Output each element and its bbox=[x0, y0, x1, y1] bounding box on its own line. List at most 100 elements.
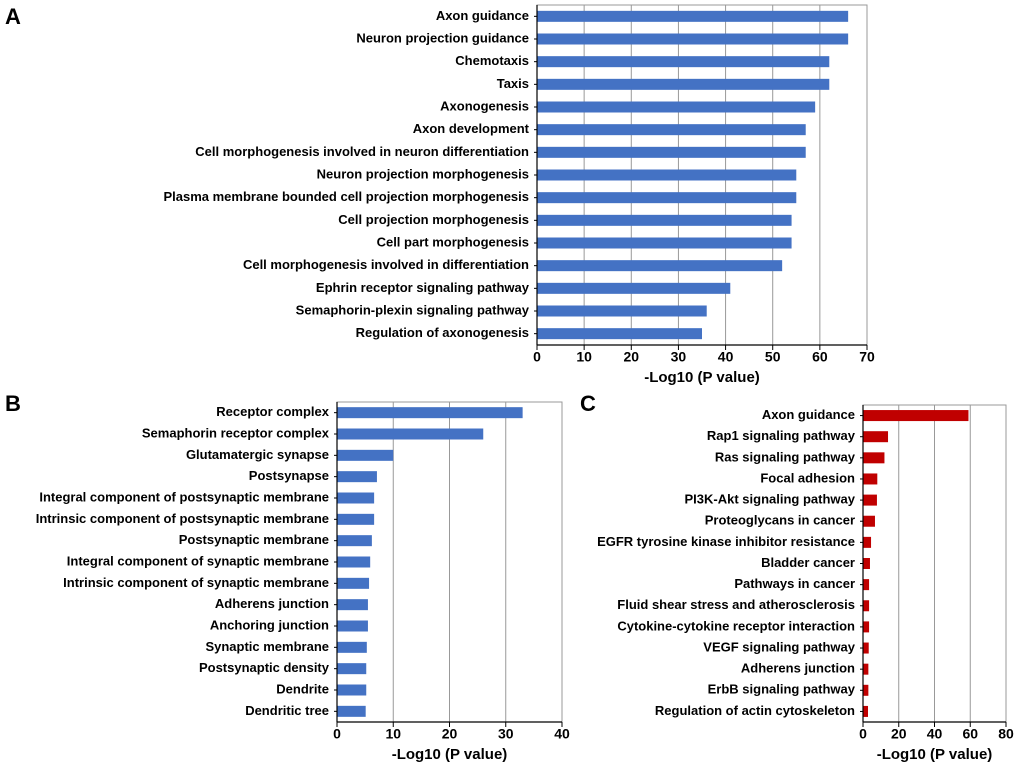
x-tick-label: 0 bbox=[859, 726, 867, 742]
category-label: Glutamatergic synapse bbox=[186, 447, 329, 462]
x-tick-label: 20 bbox=[891, 726, 907, 742]
bar bbox=[863, 621, 870, 633]
category-label: Postsynaptic density bbox=[199, 660, 330, 675]
bar bbox=[537, 192, 797, 204]
x-tick-label: 10 bbox=[385, 726, 401, 742]
category-label: Dendrite bbox=[276, 681, 329, 696]
bar bbox=[863, 410, 969, 422]
category-label: Fluid shear stress and atherosclerosis bbox=[617, 597, 855, 612]
bar bbox=[337, 407, 523, 419]
panel-label: A bbox=[5, 4, 21, 29]
bar bbox=[537, 260, 783, 272]
category-label: Regulation of actin cytoskeleton bbox=[655, 703, 855, 718]
bar bbox=[537, 78, 830, 90]
panel-label: C bbox=[580, 391, 596, 416]
bar bbox=[863, 431, 889, 443]
bar bbox=[537, 56, 830, 68]
category-label: Focal adhesion bbox=[760, 470, 855, 485]
x-tick-label: 80 bbox=[998, 726, 1014, 742]
x-tick-label: 10 bbox=[576, 349, 592, 365]
x-tick-label: 50 bbox=[765, 349, 781, 365]
category-label: Axon guidance bbox=[436, 8, 529, 23]
bar bbox=[537, 237, 792, 249]
category-label: Proteoglycans in cancer bbox=[705, 513, 855, 528]
category-label: Taxis bbox=[497, 76, 529, 91]
category-label: Semaphorin receptor complex bbox=[142, 425, 330, 440]
bar bbox=[337, 471, 377, 483]
category-label: Axonogenesis bbox=[440, 98, 529, 113]
bar bbox=[337, 663, 367, 675]
category-label: EGFR tyrosine kinase inhibitor resistanc… bbox=[597, 534, 855, 549]
category-label: Ephrin receptor signaling pathway bbox=[316, 280, 530, 295]
category-label: Cell morphogenesis involved in different… bbox=[243, 257, 529, 272]
bar bbox=[863, 600, 870, 612]
category-label: Postsynaptic membrane bbox=[179, 532, 329, 547]
category-label: Synaptic membrane bbox=[205, 639, 329, 654]
x-tick-label: 70 bbox=[859, 349, 875, 365]
x-tick-label: 60 bbox=[962, 726, 978, 742]
bar bbox=[537, 305, 707, 317]
x-tick-label: 40 bbox=[554, 726, 570, 742]
bar bbox=[337, 641, 367, 653]
category-label: Plasma membrane bounded cell projection … bbox=[163, 189, 529, 204]
category-label: Pathways in cancer bbox=[734, 576, 855, 591]
bar bbox=[537, 10, 849, 22]
category-label: Intrinsic component of postsynaptic memb… bbox=[36, 511, 329, 526]
category-label: Chemotaxis bbox=[455, 53, 529, 68]
category-label: Axon guidance bbox=[762, 407, 855, 422]
category-label: Anchoring junction bbox=[210, 617, 329, 632]
x-tick-label: 20 bbox=[442, 726, 458, 742]
x-tick-label: 60 bbox=[812, 349, 828, 365]
bar bbox=[863, 494, 877, 506]
x-axis-title: -Log10 (P value) bbox=[644, 369, 760, 386]
bar bbox=[863, 705, 869, 717]
bar bbox=[337, 684, 367, 696]
x-tick-label: 40 bbox=[718, 349, 734, 365]
bar bbox=[863, 558, 870, 569]
bar bbox=[863, 684, 869, 696]
category-label: Neuron projection morphogenesis bbox=[317, 166, 529, 181]
category-label: PI3K-Akt signaling pathway bbox=[685, 492, 856, 507]
x-tick-label: 20 bbox=[623, 349, 639, 365]
bar bbox=[537, 101, 816, 113]
category-label: ErbB signaling pathway bbox=[708, 682, 856, 697]
category-label: Cell part morphogenesis bbox=[377, 234, 529, 249]
bar bbox=[863, 536, 872, 548]
category-label: Axon development bbox=[413, 121, 530, 136]
panel-label: B bbox=[5, 391, 21, 416]
x-tick-label: 30 bbox=[671, 349, 687, 365]
x-axis-title: -Log10 (P value) bbox=[877, 746, 993, 763]
bar bbox=[863, 579, 870, 591]
bar bbox=[863, 515, 875, 527]
bar bbox=[337, 705, 366, 717]
x-axis-title: -Log10 (P value) bbox=[392, 746, 508, 763]
bar bbox=[337, 577, 370, 589]
category-label: Ras signaling pathway bbox=[715, 449, 856, 464]
bar bbox=[337, 513, 375, 525]
bar bbox=[863, 642, 869, 654]
category-label: Semaphorin-plexin signaling pathway bbox=[296, 302, 530, 317]
bar bbox=[537, 169, 797, 181]
category-label: Receptor complex bbox=[216, 404, 329, 419]
bar bbox=[337, 620, 368, 632]
bar bbox=[337, 556, 371, 568]
category-label: Intrinsic component of synaptic membrane bbox=[63, 575, 329, 590]
bar bbox=[337, 535, 372, 547]
category-label: Neuron projection guidance bbox=[356, 30, 529, 45]
category-label: Cell morphogenesis involved in neuron di… bbox=[195, 144, 529, 159]
bar bbox=[863, 663, 869, 675]
x-tick-label: 40 bbox=[927, 726, 943, 742]
category-label: Postsynapse bbox=[249, 468, 329, 483]
bar bbox=[537, 33, 849, 45]
category-label: VEGF signaling pathway bbox=[703, 639, 855, 654]
bar bbox=[537, 328, 702, 340]
category-label: Adherens junction bbox=[741, 661, 855, 676]
bar bbox=[537, 124, 806, 136]
category-label: Adherens junction bbox=[215, 596, 329, 611]
bar bbox=[337, 599, 368, 611]
bar bbox=[537, 146, 806, 158]
bar bbox=[537, 282, 731, 294]
category-label: Regulation of axonogenesis bbox=[356, 325, 529, 340]
x-tick-label: 0 bbox=[333, 726, 341, 742]
